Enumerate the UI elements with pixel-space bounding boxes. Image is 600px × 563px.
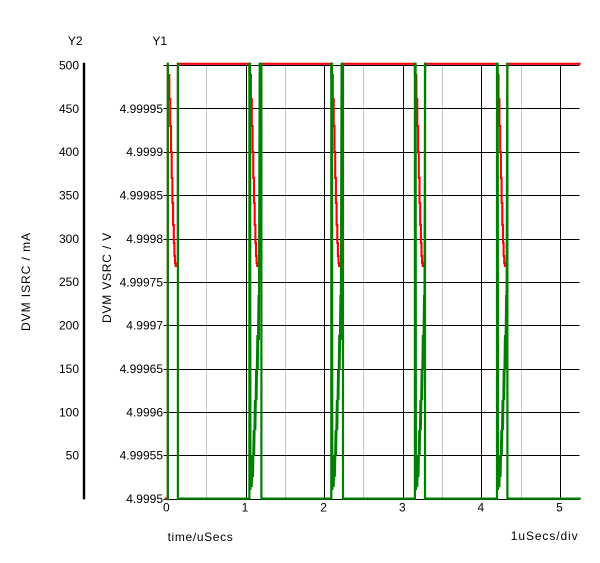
svg-text:4.99995: 4.99995 [120,102,164,116]
svg-text:2: 2 [320,501,327,515]
svg-text:1: 1 [242,501,249,515]
svg-text:4.99965: 4.99965 [120,362,164,376]
svg-text:450: 450 [59,102,79,116]
svg-text:DVM VSRC / V: DVM VSRC / V [100,232,114,323]
svg-text:1uSecs/div: 1uSecs/div [511,529,579,543]
svg-text:Y1: Y1 [152,34,167,48]
svg-text:0: 0 [163,501,170,515]
svg-text:100: 100 [59,405,79,419]
svg-text:4.9998: 4.9998 [126,232,163,246]
svg-text:4.9999: 4.9999 [126,145,163,159]
svg-text:500: 500 [59,59,79,73]
svg-text:4.9997: 4.9997 [126,319,163,333]
svg-text:150: 150 [59,362,79,376]
svg-text:4.99985: 4.99985 [120,189,164,203]
svg-text:4.99955: 4.99955 [120,449,164,463]
svg-text:4.9995: 4.9995 [126,492,163,506]
svg-text:350: 350 [59,189,79,203]
svg-text:4: 4 [478,501,485,515]
svg-text:time/uSecs: time/uSecs [168,530,234,544]
svg-text:50: 50 [66,449,80,463]
svg-text:250: 250 [59,275,79,289]
svg-text:4.9996: 4.9996 [126,405,163,419]
svg-text:Y2: Y2 [68,34,83,48]
svg-text:400: 400 [59,145,79,159]
svg-text:300: 300 [59,232,79,246]
svg-text:200: 200 [59,319,79,333]
svg-text:4.99975: 4.99975 [120,275,164,289]
svg-text:5: 5 [556,501,563,515]
svg-text:3: 3 [399,501,406,515]
svg-text:DVM ISRC / mA: DVM ISRC / mA [19,232,33,331]
